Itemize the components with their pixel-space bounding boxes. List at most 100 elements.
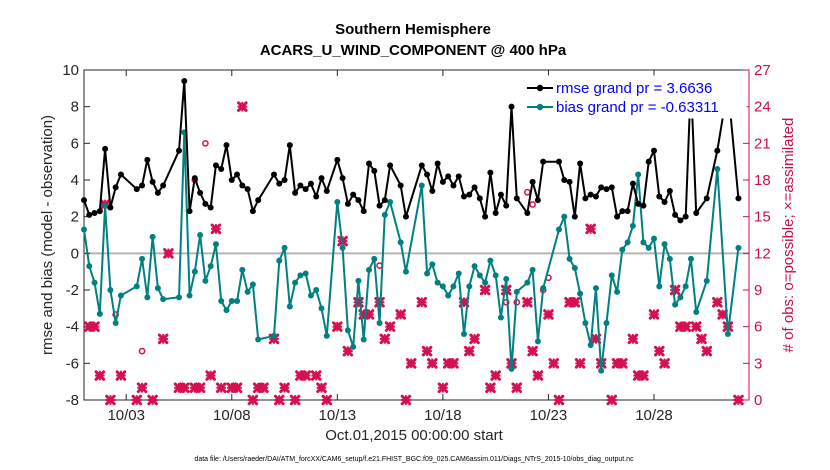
bias-point [249, 281, 256, 288]
bias-point [387, 199, 394, 205]
obs-assimilated-marker [469, 333, 480, 345]
obs-assimilated-marker [178, 382, 190, 394]
bias-point [614, 288, 621, 295]
bias-point [112, 320, 119, 326]
rmse-point [212, 162, 219, 169]
rmse-point [244, 186, 251, 193]
rmse-point [661, 199, 668, 205]
obs-assimilated-marker [543, 309, 554, 320]
bias-point [476, 272, 483, 279]
rmse-point [598, 184, 605, 191]
rmse-point [286, 142, 293, 149]
obs-assimilated-marker [701, 345, 713, 357]
y-right-tick-label: 12 [754, 245, 771, 262]
rmse-point [344, 200, 351, 207]
obs-assimilated-marker [342, 345, 354, 357]
y-axis-label: rmse and bias (model - observation) [39, 115, 56, 355]
rmse-point [402, 213, 409, 220]
bias-point [524, 279, 531, 286]
series-obs_assimilated [83, 101, 744, 406]
rmse-point [482, 213, 489, 220]
obs-assimilated-marker [316, 382, 327, 394]
obs-assimilated-marker [247, 394, 259, 406]
bias-point [186, 292, 193, 299]
obs-assimilated-marker [231, 382, 243, 394]
bias-point [450, 283, 457, 290]
rmse-point [234, 171, 241, 178]
obs-assimilated-marker [511, 382, 523, 394]
rmse-point [587, 191, 594, 198]
bias-point [223, 307, 230, 314]
obs-assimilated-marker [680, 321, 691, 332]
rmse-point [614, 213, 621, 220]
bias-point [624, 239, 631, 246]
obs-assimilated-marker [289, 394, 301, 406]
y-right-tick-label: 18 [754, 172, 771, 189]
obs-assimilated-marker [569, 296, 581, 308]
series-layer [81, 78, 744, 406]
y-right-tick-label: 9 [754, 282, 762, 299]
legend-bias-label: bias grand pr = -0.63311 [556, 99, 719, 116]
obs-assimilated-marker [194, 382, 206, 394]
bias-point [313, 287, 320, 293]
legend-rmse-marker [536, 84, 544, 92]
bias-point [503, 276, 510, 282]
bias-point [482, 279, 489, 286]
rmse-point [371, 167, 378, 174]
obs-assimilated-marker [627, 333, 639, 345]
rmse-point [624, 208, 631, 215]
bias-point [133, 283, 140, 290]
bias-point [117, 292, 124, 299]
bias-point [244, 288, 251, 295]
bias-point [703, 277, 710, 284]
x-tick-label: 10/23 [530, 407, 568, 424]
bias-point [318, 305, 325, 312]
obs-assimilated-marker [617, 358, 628, 369]
rmse-point [424, 171, 431, 178]
y-tick-label: 0 [71, 245, 79, 262]
obs-assimilated-marker [427, 358, 438, 369]
bias-point [629, 222, 636, 229]
rmse-point [471, 184, 478, 191]
rmse-point [271, 171, 277, 178]
rmse-point [418, 162, 425, 169]
rmse-point [117, 171, 124, 178]
bias-point [297, 272, 304, 279]
rmse-point [693, 210, 700, 216]
y-axis-label-right: # of obs: o=possible; ×=assimilated [780, 118, 797, 353]
bias-point [471, 263, 478, 270]
rmse-point [281, 177, 288, 183]
obs-assimilated-marker [532, 370, 544, 381]
rmse-point [513, 195, 520, 202]
bias-point [202, 277, 209, 284]
obs-possible-marker [138, 347, 146, 355]
obs-assimilated-marker [696, 333, 707, 345]
obs-assimilated-marker [279, 382, 290, 394]
rmse-point [360, 208, 367, 215]
obs-assimilated-marker [522, 296, 533, 308]
bias-point [497, 314, 504, 321]
obs-assimilated-marker [574, 358, 586, 369]
bias-point [619, 246, 626, 253]
bias-point [714, 166, 721, 172]
y-tick-label: 8 [71, 99, 79, 116]
rmse-point [91, 210, 98, 216]
bias-point [218, 298, 225, 304]
x-tick-label: 10/18 [424, 407, 462, 424]
x-axis-label: Oct.01,2015 00:00:00 start [325, 427, 503, 444]
bias-point [81, 226, 87, 233]
rmse-point [461, 193, 467, 200]
bias-point [292, 279, 299, 286]
bias-point [197, 232, 204, 238]
rmse-point [228, 177, 235, 183]
rmse-point [160, 182, 167, 189]
bias-point [577, 290, 584, 297]
bias-point [492, 272, 499, 279]
obs-assimilated-marker [94, 370, 106, 381]
rmse-point [682, 213, 689, 220]
rmse-point [397, 182, 404, 189]
rmse-point [703, 195, 710, 202]
rmse-point [239, 182, 246, 189]
bias-point [582, 320, 589, 326]
bias-point [154, 285, 161, 292]
